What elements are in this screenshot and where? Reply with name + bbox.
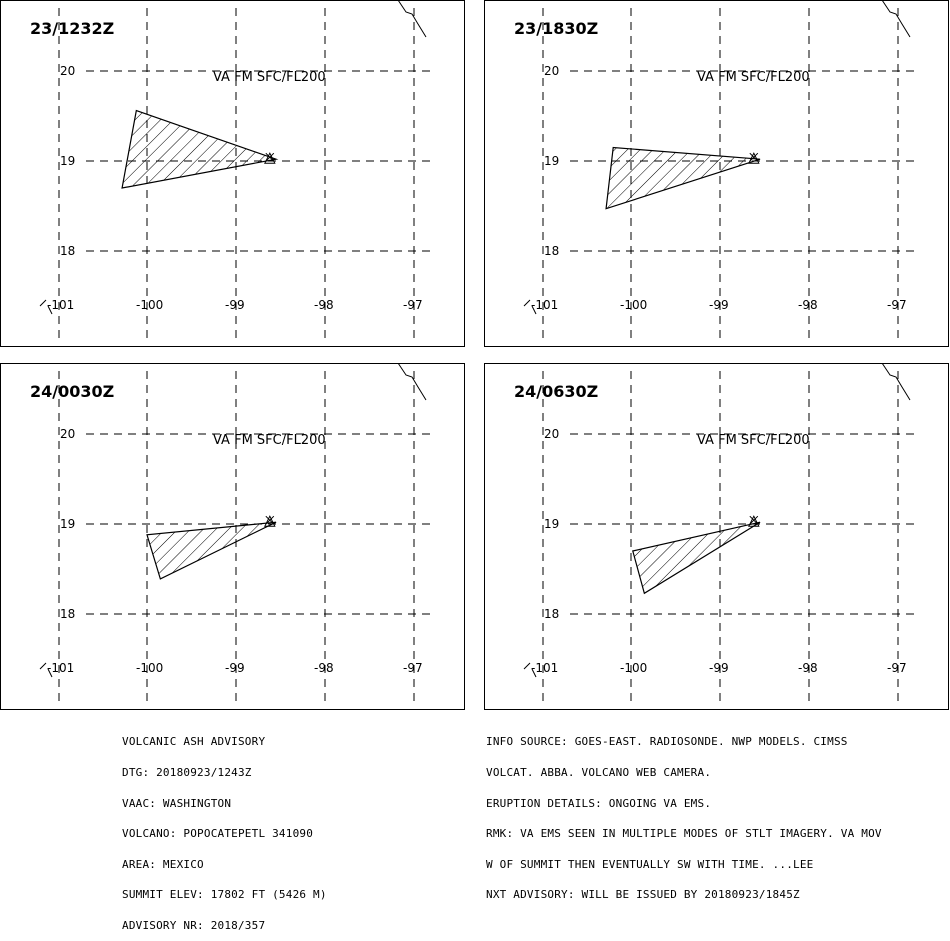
longitude-tick-label: -101 — [47, 661, 74, 675]
volcano-marker-icon — [748, 152, 760, 164]
volcano-cross — [265, 152, 275, 162]
advisory-line: ERUPTION DETAILS: ONGOING VA EMS. — [486, 796, 712, 810]
advisory-line: VOLCANIC ASH ADVISORY — [122, 735, 266, 749]
advisory-header-block: VOLCANIC ASH ADVISORY DTG: 20180923/1243… — [122, 717, 327, 941]
longitude-tick-label: -99 — [225, 298, 245, 312]
coastline — [881, 363, 911, 401]
volcano-triangle — [264, 152, 276, 164]
latitude-tick-label: 18 — [544, 244, 559, 258]
tick-labels: 20 19 18 -101 -100 -99 -98 -97 — [531, 427, 907, 675]
volcano-triangle — [748, 152, 760, 164]
coast-fragment — [39, 662, 53, 678]
map-panel-3-svg: 20 19 18 -101 -100 -99 -98 -97 24/0030Z VA FM S… — [0, 363, 465, 710]
volcano-triangle — [264, 515, 276, 527]
advisory-line: RMK: VA EMS SEEN IN MULTIPLE MODES OF ST… — [486, 827, 882, 841]
volcano-triangle — [748, 515, 760, 527]
latitude-tick-label: 18 — [60, 244, 75, 258]
latitude-tick-label: 19 — [60, 154, 75, 168]
volcano-cross — [265, 515, 275, 525]
ash-cloud-polygon — [121, 109, 279, 189]
coastline — [881, 0, 911, 38]
ash-cloud-polygon — [605, 146, 761, 210]
tick-labels: 20 19 18 -101 -100 -99 -98 -97 — [47, 427, 423, 675]
tick-labels: 20 19 18 -101 -100 -99 -98 -97 — [47, 64, 423, 312]
latitude-tick-label: 19 — [544, 517, 559, 531]
volcano-marker-icon — [264, 152, 276, 164]
longitude-tick-label: -100 — [136, 661, 163, 675]
longitude-tick-label: -99 — [225, 661, 245, 675]
va-level-label: VA FM SFC/FL200 — [213, 433, 326, 448]
longitude-tick-label: -97 — [403, 298, 423, 312]
advisory-line: SUMMIT ELEV: 17802 FT (5426 M) — [122, 888, 327, 902]
map-panel-1-svg: 20 19 18 -101 -100 -99 -98 -97 23/1232Z VA FM S… — [0, 0, 465, 347]
lat-lon-grid — [542, 371, 914, 703]
latitude-tick-label: 20 — [60, 427, 75, 441]
longitude-tick-label: -97 — [887, 298, 907, 312]
advisory-line: ADVISORY NR: 2018/357 — [122, 918, 266, 932]
forecast-time-label: 23/1830Z — [514, 19, 598, 38]
longitude-tick-label: -101 — [531, 298, 558, 312]
longitude-tick-label: -98 — [314, 298, 334, 312]
latitude-tick-label: 19 — [544, 154, 559, 168]
longitude-tick-label: -98 — [798, 661, 818, 675]
advisory-details-block: INFO SOURCE: GOES-EAST. RADIOSONDE. NWP … — [486, 717, 882, 911]
longitude-tick-label: -100 — [620, 298, 647, 312]
volcano-cross — [749, 152, 759, 162]
longitude-tick-label: -99 — [709, 298, 729, 312]
latitude-tick-label: 20 — [60, 64, 75, 78]
longitude-tick-label: -98 — [798, 298, 818, 312]
latitude-tick-label: 18 — [544, 607, 559, 621]
longitude-tick-label: -100 — [136, 298, 163, 312]
advisory-line: INFO SOURCE: GOES-EAST. RADIOSONDE. NWP … — [486, 735, 848, 749]
coastline — [397, 0, 427, 38]
volcano-marker-icon — [264, 515, 276, 527]
longitude-tick-label: -101 — [47, 298, 74, 312]
advisory-line: DTG: 20180923/1243Z — [122, 766, 252, 779]
ash-cloud-polygon — [632, 521, 761, 595]
longitude-tick-label: -99 — [709, 661, 729, 675]
coast-fragment — [523, 662, 537, 678]
latitude-tick-label: 18 — [60, 607, 75, 621]
forecast-time-label: 24/0030Z — [30, 382, 114, 401]
volcano-marker-icon — [748, 515, 760, 527]
map-panel-4-svg: 20 19 18 -101 -100 -99 -98 -97 24/0630Z VA FM S… — [484, 363, 949, 710]
forecast-time-label: 24/0630Z — [514, 382, 598, 401]
forecast-time-label: 23/1232Z — [30, 19, 114, 38]
coastline — [397, 363, 427, 401]
coast-fragment — [523, 299, 537, 315]
longitude-tick-label: -97 — [403, 661, 423, 675]
longitude-tick-label: -97 — [887, 661, 907, 675]
ash-cloud-polygon — [146, 521, 277, 580]
map-panel-2: 20 19 18 -101 -100 -99 -98 -97 23/1830Z VA FM S… — [484, 0, 949, 347]
panel-frame — [0, 0, 465, 347]
advisory-line: VOLCANO: POPOCATEPETL 341090 — [122, 827, 314, 841]
map-panel-2-svg: 20 19 18 -101 -100 -99 -98 -97 23/1830Z VA FM S… — [484, 0, 949, 347]
advisory-line: VOLCAT. ABBA. VOLCANO WEB CAMERA. — [486, 766, 712, 779]
advisory-line: AREA: MEXICO — [122, 857, 204, 871]
longitude-tick-label: -100 — [620, 661, 647, 675]
tick-labels: 20 19 18 -101 -100 -99 -98 -97 — [531, 64, 907, 312]
advisory-line: W OF SUMMIT THEN EVENTUALLY SW WITH TIME… — [486, 857, 814, 871]
volcano-cross — [749, 515, 759, 525]
advisory-line: VAAC: WASHINGTON — [122, 796, 232, 810]
va-level-label: VA FM SFC/FL200 — [213, 70, 326, 85]
coast-fragment — [39, 299, 53, 315]
map-panel-1: 20 19 18 -101 -100 -99 -98 -97 23/1232Z VA FM S… — [0, 0, 465, 347]
va-level-label: VA FM SFC/FL200 — [697, 433, 810, 448]
longitude-tick-label: -98 — [314, 661, 334, 675]
latitude-tick-label: 20 — [544, 64, 559, 78]
map-panel-4: 20 19 18 -101 -100 -99 -98 -97 24/0630Z VA FM S… — [484, 363, 949, 710]
map-panel-3: 20 19 18 -101 -100 -99 -98 -97 24/0030Z VA FM S… — [0, 363, 465, 710]
latitude-tick-label: 20 — [544, 427, 559, 441]
latitude-tick-label: 19 — [60, 517, 75, 531]
advisory-line: NXT ADVISORY: WILL BE ISSUED BY 20180923… — [486, 888, 800, 902]
longitude-tick-label: -101 — [531, 661, 558, 675]
va-level-label: VA FM SFC/FL200 — [697, 70, 810, 85]
